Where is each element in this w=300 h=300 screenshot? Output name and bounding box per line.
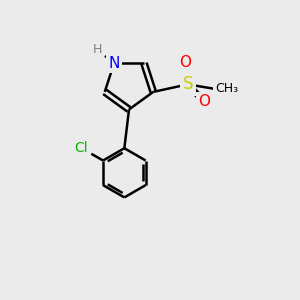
Text: S: S (182, 75, 193, 93)
Text: CH₃: CH₃ (215, 82, 238, 95)
Text: O: O (198, 94, 210, 109)
Text: H: H (93, 44, 102, 56)
Text: Cl: Cl (74, 141, 88, 155)
Text: N: N (108, 56, 120, 71)
Text: O: O (179, 55, 191, 70)
